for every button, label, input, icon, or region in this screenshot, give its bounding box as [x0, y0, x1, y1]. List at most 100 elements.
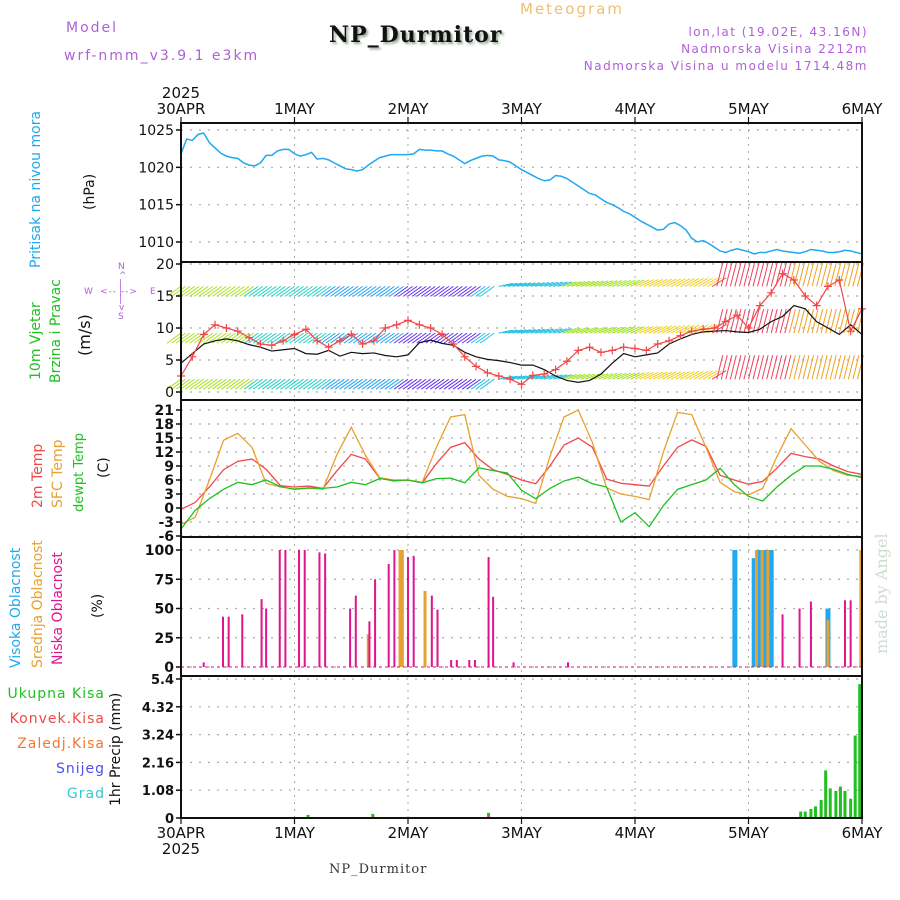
wind-arrow: [184, 285, 200, 297]
cloud-low-bar: [412, 555, 415, 667]
cloud-low-bar: [430, 595, 433, 667]
wind-arrow: [802, 308, 810, 334]
wind-arrow: [589, 327, 604, 334]
wind-arrow: [807, 262, 815, 287]
wind-gust-marker: [733, 311, 742, 320]
wind-arrow: [420, 378, 436, 390]
wind-arrow: [439, 378, 454, 390]
wind-arrow: [321, 332, 336, 344]
wind-arrow: [416, 378, 431, 390]
wind-arrow: [562, 281, 577, 287]
y-tick-label: 1020: [138, 160, 174, 176]
wind-arrow: [234, 332, 250, 344]
wind-arrow: [330, 378, 345, 390]
wind-arrow: [729, 308, 737, 334]
wind-arrow: [184, 378, 200, 390]
wind-arrow: [671, 371, 686, 380]
wind-arrow: [639, 372, 654, 380]
wind-arrow: [343, 285, 359, 297]
wind-arrow: [607, 280, 622, 287]
wind-arrow: [321, 378, 336, 390]
wind-arrow: [207, 378, 223, 390]
wind-arrow: [316, 378, 332, 390]
wind-arrow: [593, 280, 609, 287]
precip-convective-bar: [488, 815, 490, 818]
cloud-low-bar: [468, 659, 471, 667]
cloud-low-bar: [265, 608, 268, 667]
wind-arrow: [525, 328, 541, 334]
wind-arrow: [734, 262, 742, 287]
wind-arrow: [793, 262, 801, 287]
wind-arrow: [375, 378, 391, 390]
wind-arrow: [257, 285, 273, 297]
pressure-line: [180, 132, 863, 255]
y-tick-label: 1025: [138, 123, 174, 139]
wind-gust-marker: [460, 352, 469, 361]
wind-arrow: [548, 281, 563, 287]
wind-arrow: [621, 279, 636, 287]
cloud-low-bar: [260, 599, 263, 667]
x-tick-label-top: 3MAY: [501, 100, 543, 118]
wind-arrow: [193, 378, 209, 390]
wind-arrow: [411, 285, 427, 297]
wind-arrow: [802, 262, 810, 287]
precip-legend-total: Ukupna Kisa: [7, 686, 105, 702]
y-tick-label: 3.24: [142, 729, 174, 744]
wind-arrow: [580, 373, 595, 380]
wind-arrow: [716, 355, 724, 380]
wind-arrow: [852, 262, 860, 287]
wind-gust-marker: [472, 362, 481, 371]
wind-arrow: [843, 355, 851, 380]
wind-arrow: [807, 355, 815, 380]
precip-total-bar: [834, 790, 838, 818]
wind-gust-marker: [631, 344, 639, 353]
wind-arrow: [516, 282, 532, 287]
year-label-bottom: 2025: [162, 840, 200, 858]
wind-gust-marker: [562, 357, 571, 366]
wind-gust-marker: [233, 327, 242, 336]
wind-arrow: [466, 285, 481, 297]
wind-gust-marker: [415, 320, 424, 329]
wind-arrow: [248, 332, 264, 344]
wind-arrow: [612, 279, 627, 287]
y-tick-label: 21: [155, 403, 174, 419]
wind-arrow: [788, 262, 796, 287]
wind-arrow: [293, 378, 309, 390]
wind-arrow: [402, 378, 418, 390]
wind-arrow: [271, 378, 286, 390]
y-tick-label: 15: [156, 289, 174, 305]
wind-arrow: [243, 378, 259, 390]
wind-arrow: [589, 280, 604, 287]
wind-arrow: [711, 370, 727, 380]
cloud-low-bar: [487, 557, 490, 667]
wind-arrow: [603, 326, 618, 334]
wind-arrow: [466, 332, 481, 344]
wind-arrow: [325, 285, 341, 297]
wind-arrow: [725, 355, 733, 380]
wind-arrow: [380, 378, 395, 390]
wind-arrow: [544, 281, 559, 287]
wind-arrow: [321, 285, 336, 297]
cloud-high-bar: [757, 550, 763, 667]
x-tick-label-bottom: 3MAY: [501, 824, 543, 842]
wind-arrow: [361, 332, 377, 344]
wind-gust-marker: [687, 327, 696, 336]
wind-arrow: [652, 278, 668, 287]
x-tick-label-top: 1MAY: [274, 100, 316, 118]
wind-arrow: [852, 355, 860, 380]
wind-arrow: [598, 327, 613, 334]
wind-arrow: [689, 370, 704, 380]
wind-gust-marker: [676, 331, 685, 340]
wind-arrow: [553, 374, 568, 380]
wind-arrow: [439, 285, 454, 297]
cloud-low-bar: [512, 662, 515, 667]
wind-arrow: [639, 279, 654, 287]
wind-arrow: [357, 378, 372, 390]
wind-arrow: [203, 378, 218, 390]
wind-arrow: [457, 378, 472, 390]
compass-e: E: [150, 287, 156, 297]
wind-arrow: [743, 262, 751, 287]
y-tick-label: -3: [158, 515, 174, 531]
y-tick-label: 25: [155, 631, 174, 647]
wind-arrow: [548, 374, 563, 380]
